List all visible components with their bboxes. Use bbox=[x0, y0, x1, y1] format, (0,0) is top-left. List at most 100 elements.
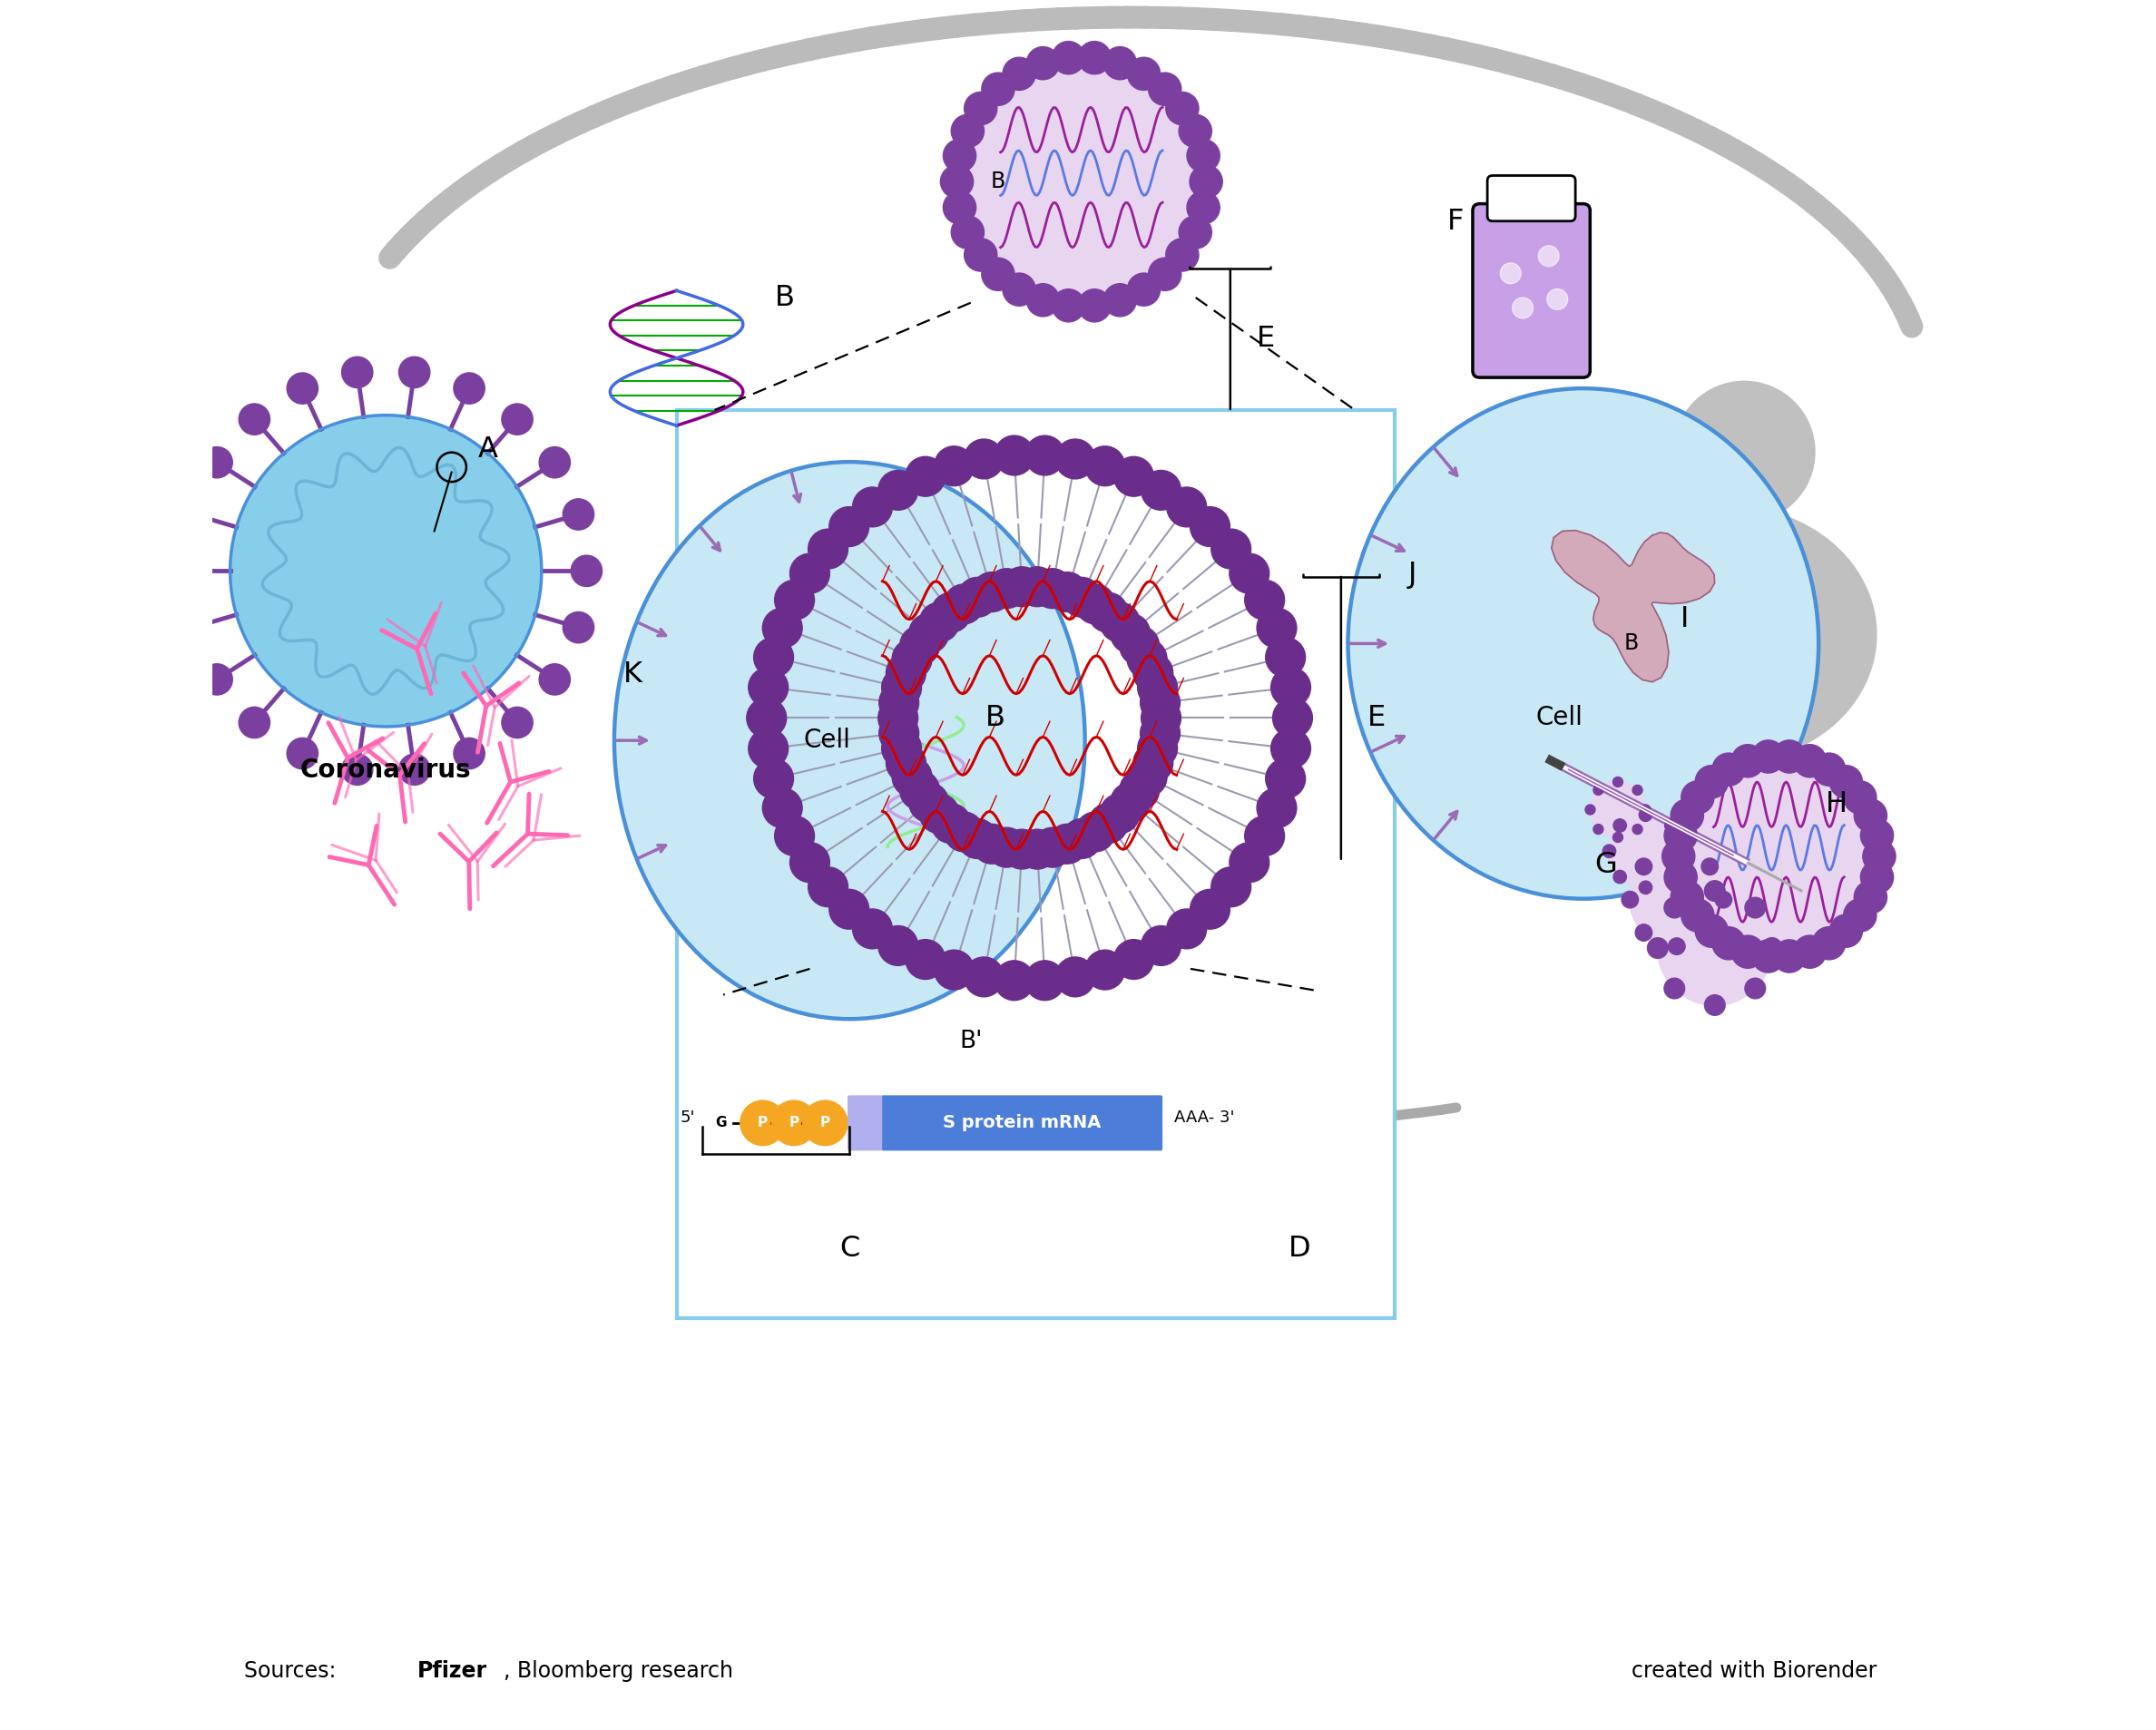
Circle shape bbox=[1003, 567, 1041, 607]
Circle shape bbox=[1593, 823, 1604, 834]
Circle shape bbox=[964, 92, 996, 125]
Circle shape bbox=[1675, 844, 1688, 858]
Circle shape bbox=[1188, 140, 1220, 173]
Circle shape bbox=[1138, 668, 1177, 708]
Circle shape bbox=[886, 654, 925, 694]
Circle shape bbox=[1128, 638, 1166, 678]
Text: Cell: Cell bbox=[804, 728, 852, 753]
Text: K: K bbox=[623, 661, 642, 689]
Circle shape bbox=[964, 957, 1005, 996]
Circle shape bbox=[808, 867, 847, 907]
Circle shape bbox=[893, 638, 931, 678]
Circle shape bbox=[994, 960, 1035, 1000]
Ellipse shape bbox=[1348, 388, 1820, 900]
FancyBboxPatch shape bbox=[1488, 175, 1576, 221]
Circle shape bbox=[899, 770, 940, 810]
Circle shape bbox=[1190, 164, 1222, 197]
Circle shape bbox=[1664, 977, 1684, 998]
Circle shape bbox=[1705, 995, 1725, 1016]
Circle shape bbox=[1639, 808, 1651, 822]
Circle shape bbox=[1003, 57, 1035, 90]
Circle shape bbox=[957, 818, 998, 858]
Circle shape bbox=[852, 908, 893, 948]
Circle shape bbox=[1772, 939, 1807, 972]
Circle shape bbox=[231, 415, 541, 727]
Circle shape bbox=[502, 708, 533, 739]
Circle shape bbox=[1682, 780, 1714, 813]
Text: B: B bbox=[985, 704, 1005, 732]
Circle shape bbox=[1664, 818, 1677, 832]
Circle shape bbox=[906, 457, 944, 497]
Circle shape bbox=[341, 356, 373, 388]
Circle shape bbox=[880, 683, 918, 723]
Circle shape bbox=[1753, 939, 1785, 972]
Circle shape bbox=[1701, 858, 1718, 875]
Circle shape bbox=[1061, 578, 1102, 618]
Circle shape bbox=[852, 488, 893, 528]
Circle shape bbox=[1138, 728, 1177, 768]
Circle shape bbox=[763, 787, 802, 827]
Circle shape bbox=[1100, 794, 1141, 834]
Circle shape bbox=[1110, 782, 1149, 822]
Circle shape bbox=[1830, 915, 1863, 948]
Text: G: G bbox=[716, 1116, 727, 1130]
Circle shape bbox=[1705, 881, 1725, 901]
Text: P: P bbox=[789, 1116, 800, 1130]
Circle shape bbox=[1794, 936, 1826, 969]
Circle shape bbox=[746, 697, 787, 737]
Circle shape bbox=[1076, 811, 1115, 851]
Circle shape bbox=[910, 614, 949, 654]
Circle shape bbox=[1712, 927, 1744, 960]
FancyBboxPatch shape bbox=[882, 1095, 1162, 1150]
Circle shape bbox=[1115, 457, 1153, 497]
Circle shape bbox=[1632, 785, 1643, 796]
Circle shape bbox=[539, 664, 571, 695]
Circle shape bbox=[1054, 439, 1095, 479]
Circle shape bbox=[931, 593, 970, 633]
Circle shape bbox=[1753, 740, 1785, 773]
Circle shape bbox=[972, 573, 1011, 612]
Circle shape bbox=[940, 164, 972, 197]
Circle shape bbox=[1141, 683, 1179, 723]
Circle shape bbox=[772, 1100, 817, 1145]
Circle shape bbox=[1257, 787, 1296, 827]
Circle shape bbox=[1854, 881, 1886, 913]
Circle shape bbox=[1190, 507, 1229, 547]
Circle shape bbox=[399, 754, 429, 785]
Circle shape bbox=[1244, 817, 1285, 856]
Circle shape bbox=[1166, 488, 1207, 528]
Circle shape bbox=[1141, 471, 1181, 510]
Circle shape bbox=[1084, 950, 1125, 990]
Circle shape bbox=[287, 739, 319, 770]
Circle shape bbox=[1634, 858, 1651, 875]
Circle shape bbox=[453, 372, 485, 403]
Circle shape bbox=[1662, 841, 1695, 874]
Circle shape bbox=[877, 471, 918, 510]
Text: P: P bbox=[757, 1116, 768, 1130]
Circle shape bbox=[1671, 881, 1703, 913]
Circle shape bbox=[910, 782, 949, 822]
Circle shape bbox=[1772, 740, 1807, 773]
Circle shape bbox=[1100, 602, 1141, 642]
Circle shape bbox=[1712, 753, 1744, 785]
Circle shape bbox=[1166, 239, 1199, 272]
Circle shape bbox=[177, 612, 209, 644]
Circle shape bbox=[1141, 713, 1179, 753]
Text: F: F bbox=[1447, 208, 1464, 235]
Circle shape bbox=[1701, 924, 1718, 941]
Circle shape bbox=[1761, 938, 1783, 958]
Text: C: C bbox=[839, 1235, 860, 1263]
Circle shape bbox=[906, 939, 944, 979]
Circle shape bbox=[972, 823, 1011, 863]
Circle shape bbox=[1149, 258, 1181, 291]
Circle shape bbox=[918, 602, 959, 642]
Circle shape bbox=[1026, 47, 1059, 80]
Circle shape bbox=[1089, 593, 1128, 633]
Circle shape bbox=[1048, 823, 1087, 863]
Circle shape bbox=[1641, 804, 1651, 815]
Circle shape bbox=[1054, 957, 1095, 996]
Circle shape bbox=[502, 403, 533, 434]
Circle shape bbox=[1128, 273, 1160, 306]
Circle shape bbox=[934, 446, 975, 486]
Circle shape bbox=[1212, 867, 1250, 907]
